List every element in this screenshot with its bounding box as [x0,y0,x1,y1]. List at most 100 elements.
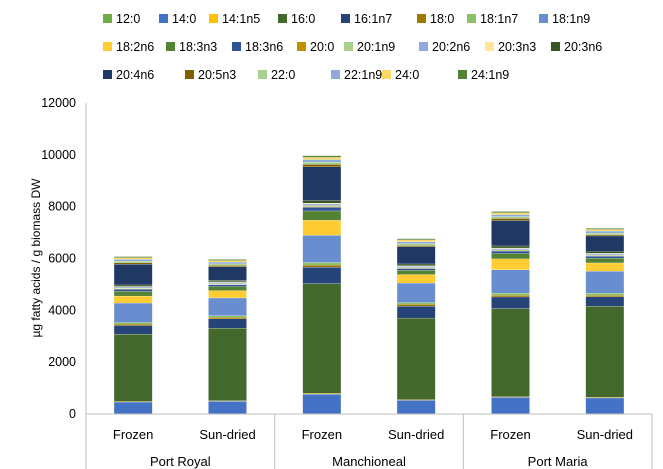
legend-swatch-2 [209,14,218,23]
bar-segment [114,325,153,335]
x-tick-label: Sun-dried [577,427,633,442]
legend-label-7: 18:1n9 [552,12,590,26]
bar-segment [585,397,624,414]
bar-segment [397,270,436,275]
bar-segment [114,323,153,326]
bar-segment [491,253,530,259]
legend-swatch-7 [539,14,548,23]
y-axis-label: µg fatty acids / g biomass DW [29,178,43,338]
legend-swatch-14 [485,42,494,51]
bar-segment [397,263,436,266]
bar-segment [208,265,247,267]
x-tick-label: Frozen [490,427,530,442]
legend-swatch-5 [417,14,426,23]
x-group-label: Manchioneal [332,454,406,469]
bar-segment [114,264,153,285]
legend-swatch-11 [297,42,306,51]
bar-segment [208,260,247,262]
bar-segment [302,207,341,211]
bar-segment [491,214,530,217]
bars [114,155,624,414]
x-group-label: Port Maria [528,454,589,469]
bar-segment [397,238,436,240]
bar-segment [114,284,153,287]
bar-segment [397,241,436,244]
bar-segment [208,263,247,266]
x-group-label: Port Royal [150,454,211,469]
y-tick-label: 0 [69,407,76,421]
x-tick-label: Sun-dried [388,427,444,442]
bar-segment [114,401,153,414]
bar-segment [208,318,247,329]
legend-label-3: 16:0 [291,12,315,26]
bar-segment [491,308,530,397]
bar-segment [114,262,153,265]
x-axis: Frozen Sun-dried Frozen Sun-dried Frozen Sun-… [85,413,653,469]
bar-segment [302,262,341,265]
bar-segment [114,322,153,324]
bar-segment [302,164,341,167]
bar-segment [302,166,341,201]
bar-segment [397,282,436,303]
bar-segment [208,317,247,319]
bar-segment [585,262,624,272]
bar-segment [302,394,341,414]
legend-label-8: 18:2n6 [116,40,154,54]
bar-segment [397,243,436,246]
bar-segment [491,250,530,254]
bar-segment [302,283,341,394]
bar-segment [397,239,436,242]
bar-segment [302,210,341,221]
bar-segment [302,200,341,204]
y-tick-label: 2000 [48,355,76,369]
legend-swatch-13 [419,42,428,51]
x-tick-label: Sun-dried [199,427,255,442]
bar-segment [585,256,624,259]
legend-label-2: 14:1n5 [222,12,260,26]
y-axis: 0 2000 4000 6000 8000 10000 12000 [41,96,87,421]
legend-swatch-16 [103,70,112,79]
bar-segment [491,269,530,293]
bar-segment [585,293,624,296]
bar-segment [491,211,530,213]
legend-label-18: 22:0 [271,68,295,82]
legend-label-5: 18:0 [430,12,454,26]
legend-swatch-12 [344,42,353,51]
legend-label-11: 20:0 [310,40,334,54]
bar-segment [208,284,247,287]
bar-segment [585,271,624,294]
legend-swatch-18 [258,70,267,79]
bar-segment [302,162,341,165]
bar-segment [302,264,341,268]
bar-segment [302,203,341,206]
bar-segment [208,315,247,318]
bar-segment [491,249,530,251]
legend-label-13: 20:2n6 [432,40,470,54]
bar-segment [302,235,341,263]
bar-segment [491,296,530,309]
y-tick-label: 12000 [41,96,76,110]
bar-segment [208,283,247,285]
legend-swatch-6 [467,14,476,23]
bar-segment [585,254,624,256]
bar-segment [585,296,624,307]
bar-segment [397,304,436,307]
bar-segment [114,289,153,292]
bar-segment [585,253,624,255]
bar-segment [585,230,624,233]
legend: 12:0 14:0 14:1n5 16:0 16:1n7 18:0 18:1n7 18:1n9… [103,12,602,82]
bar-segment [302,267,341,284]
legend-swatch-0 [103,14,112,23]
bar-segment [114,295,153,303]
bar-segment [585,251,624,254]
legend-label-17: 20:5n3 [198,68,236,82]
bar-segment [397,246,436,264]
legend-label-0: 12:0 [116,12,140,26]
legend-swatch-19 [331,70,340,79]
bar-segment [397,400,436,414]
legend-swatch-1 [159,14,168,23]
legend-swatch-8 [103,42,112,51]
x-tick-label: Frozen [302,427,342,442]
bar-segment [114,256,153,258]
legend-label-9: 18:3n3 [179,40,217,54]
